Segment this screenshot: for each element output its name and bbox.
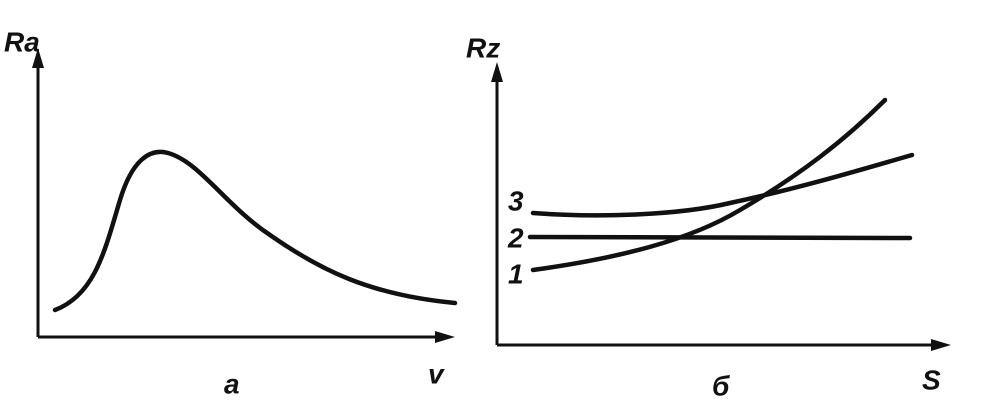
y-axis-arrow [32, 48, 44, 68]
curve-3 [530, 152, 915, 218]
x-axis-arrow [931, 339, 951, 351]
x-label: v [428, 358, 445, 389]
y-label: Rz [466, 32, 500, 63]
caption: a [224, 368, 240, 399]
y-axis-arrow [491, 62, 503, 82]
curve-label: 2 [507, 222, 524, 253]
curve-label: 3 [508, 185, 524, 216]
curve [52, 149, 458, 313]
y-label: Ra [4, 26, 40, 57]
caption: б [712, 370, 730, 401]
curve-label: 1 [508, 258, 524, 289]
x-axis-arrow [435, 331, 455, 343]
curve-2 [527, 234, 913, 241]
curve-1 [530, 97, 888, 273]
panel-a: Ra v a [4, 26, 458, 399]
panel-b: Rz S б 3 2 1 [466, 32, 951, 401]
x-label: S [922, 364, 941, 395]
